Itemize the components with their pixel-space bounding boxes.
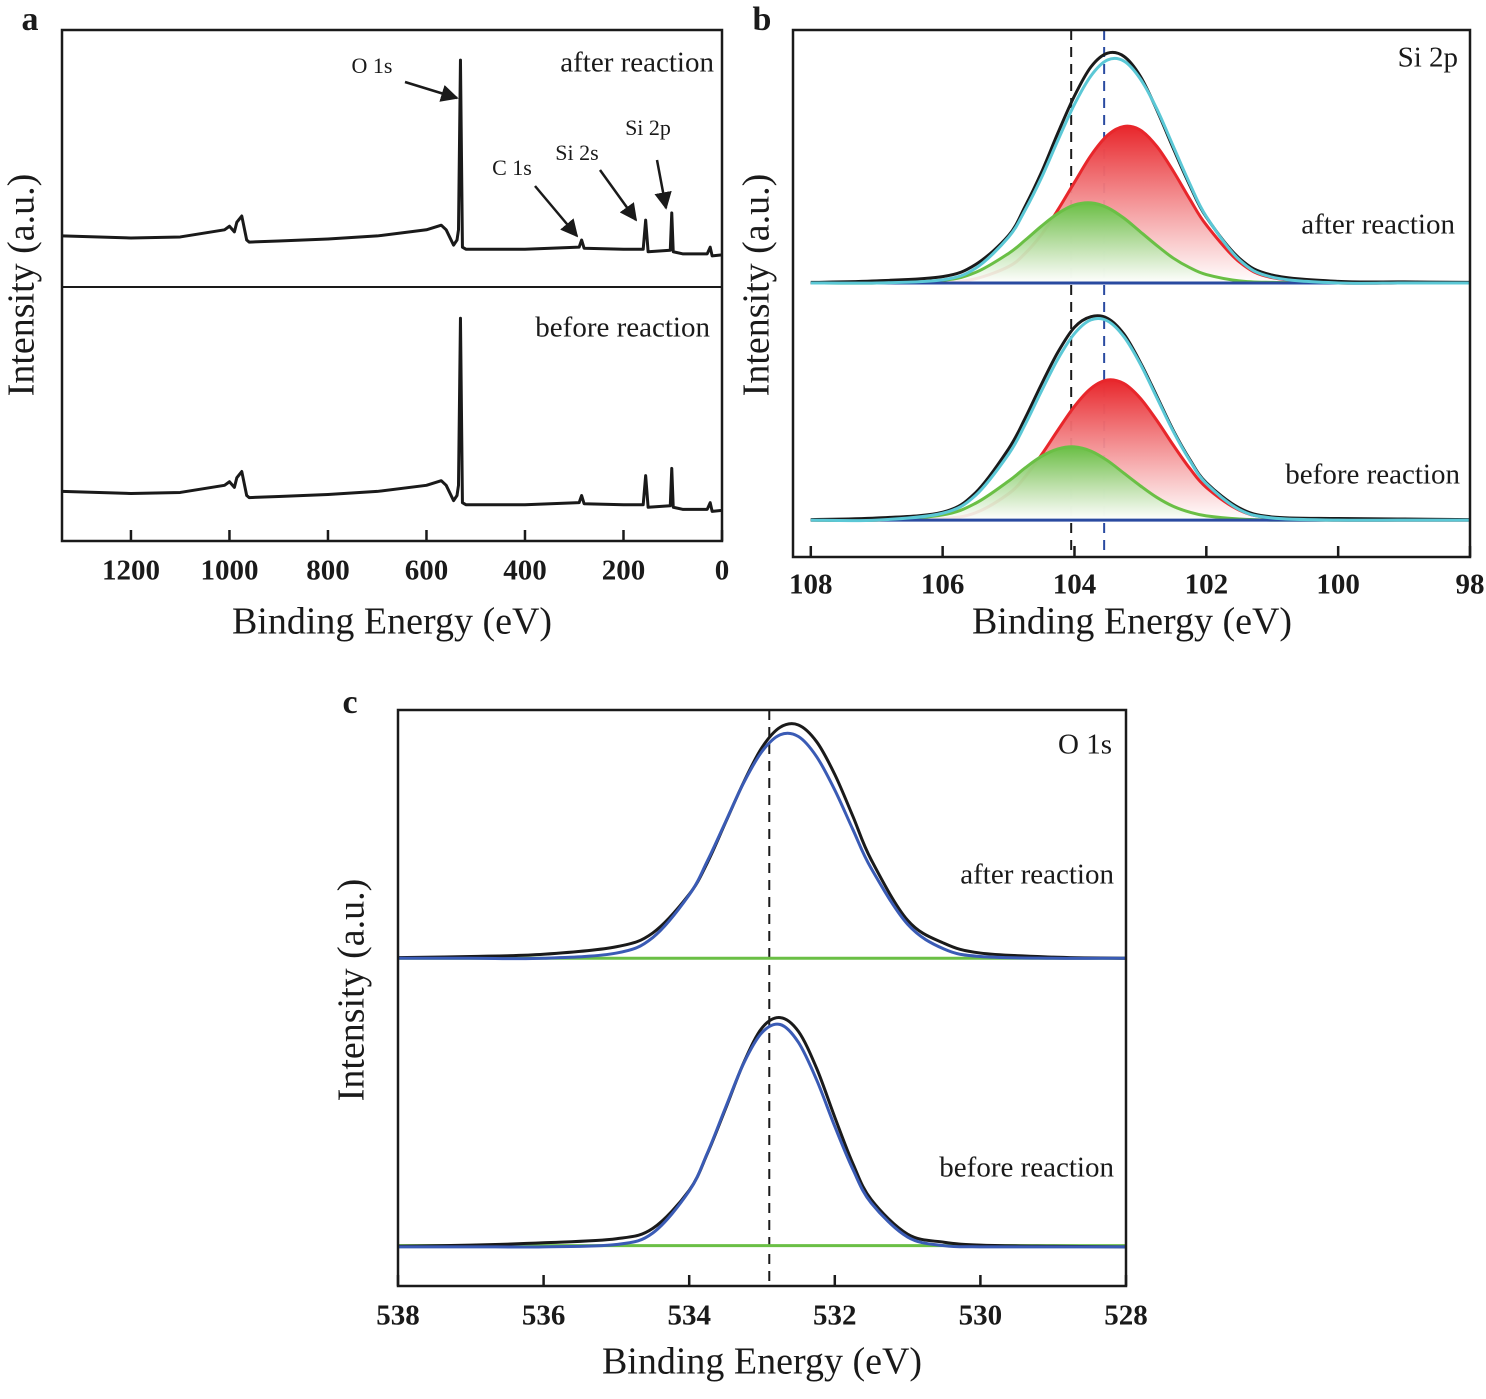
spectrum-line	[62, 58, 722, 258]
x-axis-title: Binding Energy (eV)	[972, 601, 1292, 643]
x-tick-label: 104	[1053, 569, 1097, 601]
y-axis-title: Intensity (a.u.)	[331, 879, 373, 1102]
x-tick-label: 106	[921, 569, 965, 601]
spectrum-line	[398, 731, 1126, 961]
x-tick-label: 400	[503, 555, 547, 587]
peak-area	[810, 126, 1470, 284]
y-axis-title: Intensity (a.u.)	[736, 174, 778, 397]
plot-frame	[60, 28, 724, 543]
annotation: O 1s	[352, 53, 393, 78]
arrow	[534, 185, 579, 238]
spectrum-line	[62, 316, 722, 513]
x-tick-label: 528	[1104, 1300, 1148, 1332]
x-tick-label: 0	[715, 555, 730, 587]
panel-label: b	[753, 1, 772, 38]
x-tick-label: 530	[959, 1300, 1003, 1332]
spectrum-line	[398, 1022, 1126, 1249]
annotation: O 1s	[1058, 729, 1112, 761]
x-tick-label: 100	[1316, 569, 1360, 601]
annotation: after reaction	[960, 859, 1114, 891]
x-tick-label: 1200	[102, 555, 160, 587]
x-tick-label: 536	[522, 1300, 566, 1332]
x-axis-title: Binding Energy (eV)	[232, 601, 552, 643]
x-tick-label: 534	[667, 1300, 711, 1332]
arrow	[654, 159, 672, 210]
spectrum-line	[810, 317, 1470, 523]
panel-label: a	[22, 1, 39, 38]
spectrum-line	[810, 50, 1470, 284]
annotation: before reaction	[535, 312, 710, 344]
plot-frame	[396, 708, 1128, 1288]
x-tick-label: 200	[602, 555, 646, 587]
annotation: C 1s	[492, 155, 532, 180]
annotation: before reaction	[939, 1152, 1114, 1184]
annotation: before reaction	[1285, 459, 1460, 491]
x-tick-label: 1000	[200, 555, 258, 587]
annotation: after reaction	[1301, 209, 1455, 241]
panel	[810, 30, 1470, 557]
y-axis-title: Intensity (a.u.)	[1, 174, 43, 397]
x-tick-label: 600	[405, 555, 449, 587]
peak-area	[810, 379, 1470, 521]
annotation: after reaction	[560, 47, 714, 79]
spectrum-line	[398, 722, 1126, 960]
spectrum-line	[398, 1016, 1126, 1249]
panel	[62, 58, 722, 513]
x-tick-label: 108	[789, 569, 833, 601]
x-axis-title: Binding Energy (eV)	[602, 1341, 922, 1383]
x-tick-label: 102	[1185, 569, 1229, 601]
peak-area	[810, 202, 1470, 284]
panel	[398, 710, 1126, 1286]
arrow	[404, 80, 459, 102]
panel-label: c	[342, 684, 357, 721]
annotation: Si 2p	[1398, 42, 1458, 74]
annotation: Si 2p	[625, 115, 671, 140]
arrow	[598, 169, 638, 222]
annotation-arrows	[404, 80, 672, 238]
x-tick-label: 98	[1456, 569, 1485, 601]
x-tick-label: 532	[813, 1300, 857, 1332]
x-tick-label: 800	[306, 555, 350, 587]
spectrum-line	[810, 56, 1470, 285]
x-tick-label: 538	[376, 1300, 420, 1332]
plot-frame	[791, 28, 1472, 559]
annotation: Si 2s	[555, 140, 598, 165]
peak-area	[810, 446, 1470, 521]
